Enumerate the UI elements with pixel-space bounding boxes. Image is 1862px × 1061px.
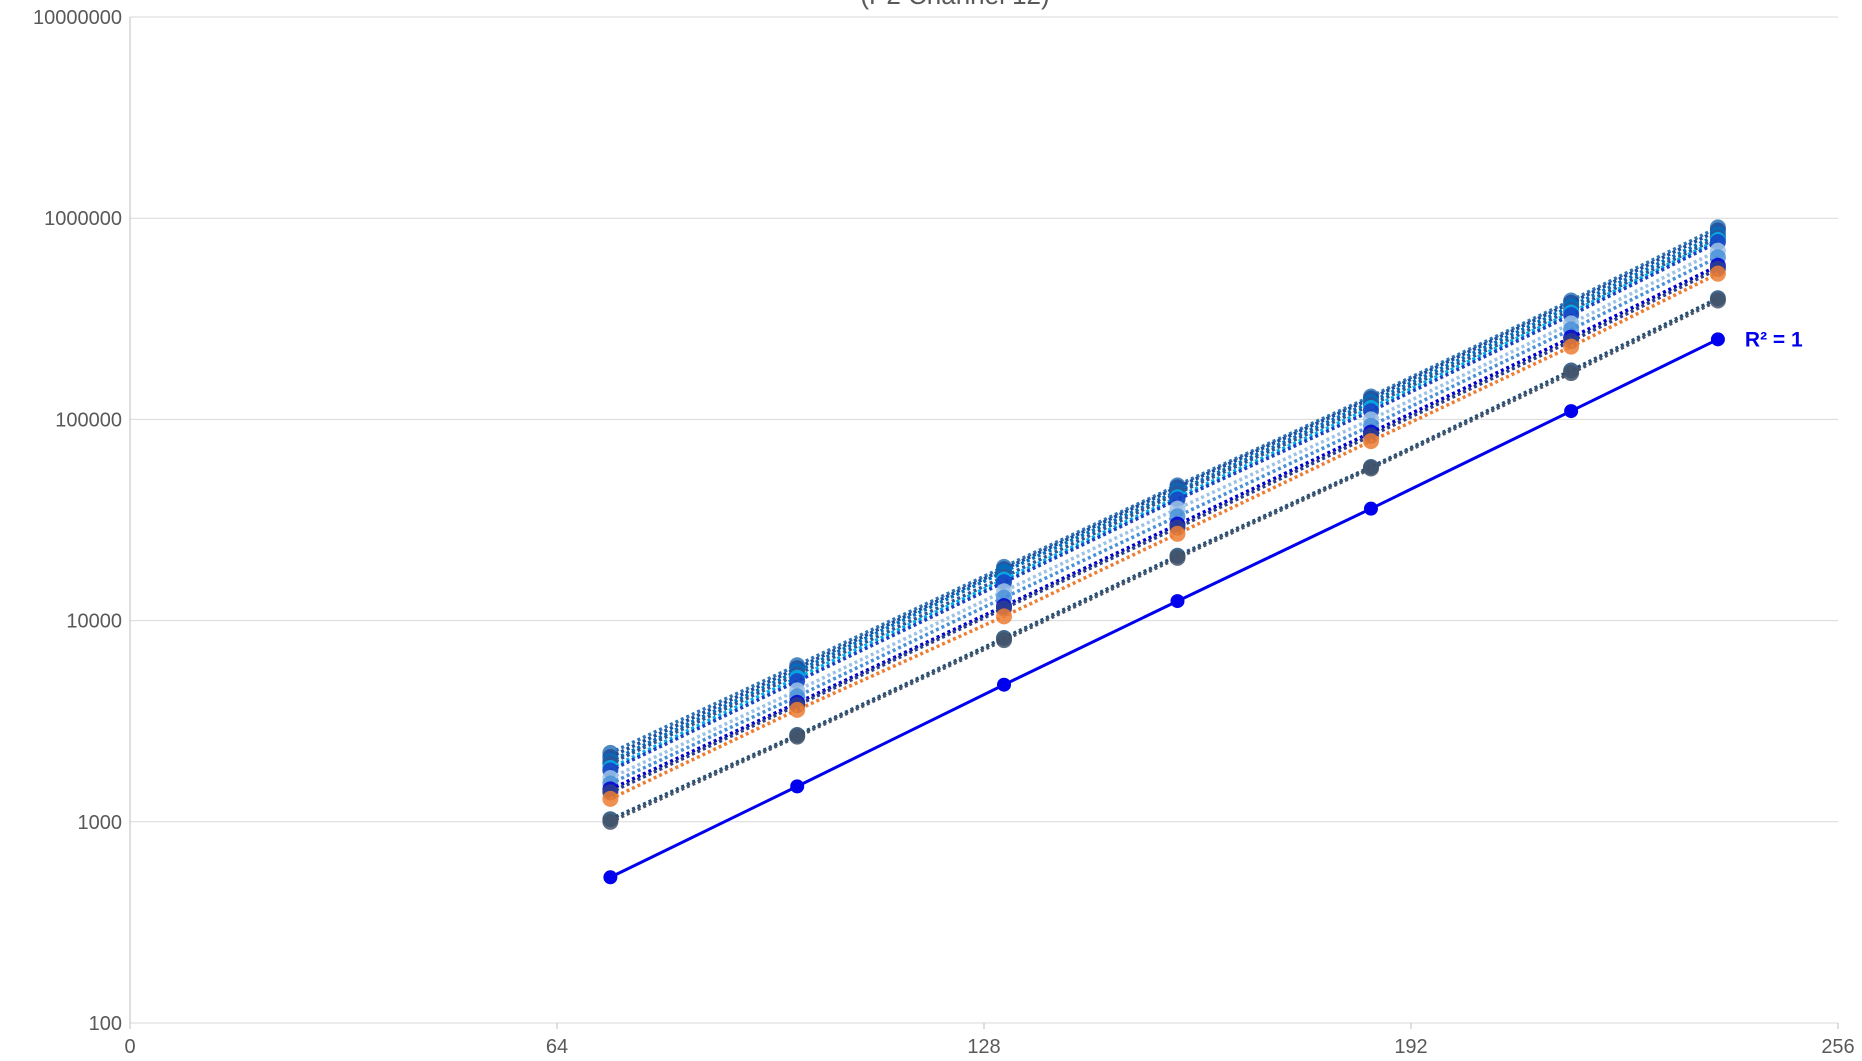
- series-10: [602, 260, 1726, 801]
- gridlines: [130, 16, 1838, 1024]
- data-point: [996, 608, 1013, 625]
- data-point: [602, 813, 619, 830]
- y-tick-label: 1000: [78, 812, 123, 834]
- data-point: [790, 779, 805, 794]
- trendline: [609, 255, 1719, 786]
- x-tick-label: 192: [1394, 1036, 1427, 1058]
- data-point: [1710, 332, 1725, 347]
- data-point: [1563, 338, 1580, 355]
- data-point: [1709, 265, 1726, 282]
- trendline: [609, 272, 1719, 801]
- x-tick-label: 64: [546, 1036, 568, 1058]
- data-point: [602, 790, 619, 807]
- data-point: [1564, 404, 1579, 419]
- data-point: [1170, 594, 1185, 609]
- y-tick-label: 100000: [55, 409, 122, 431]
- series-0: [603, 332, 1725, 885]
- trendline: [609, 225, 1719, 755]
- x-tick-label: 256: [1821, 1036, 1854, 1058]
- chart-title: (P2 Channel 12): [860, 0, 1049, 10]
- y-tick-label: 1000000: [44, 208, 122, 230]
- x-tick-label: 0: [124, 1036, 135, 1058]
- data-point: [1169, 525, 1186, 542]
- annotations: R² = 1: [1745, 328, 1803, 351]
- data-point: [996, 632, 1013, 649]
- y-tick-label: 10000: [66, 611, 122, 633]
- data-point: [997, 677, 1012, 692]
- data-point: [1709, 292, 1726, 309]
- trendline: [609, 264, 1719, 791]
- series-11: [602, 265, 1726, 807]
- data-point: [1363, 501, 1378, 516]
- series-6: [602, 234, 1726, 779]
- series-layer: [602, 219, 1726, 885]
- series-8: [602, 249, 1726, 792]
- trendline: [609, 296, 1719, 821]
- series-12: [602, 290, 1726, 828]
- data-point: [603, 870, 618, 885]
- data-point: [789, 701, 806, 718]
- r-squared-label: R² = 1: [1745, 328, 1803, 351]
- series-13: [602, 292, 1726, 830]
- trendline: [609, 240, 1719, 773]
- data-point: [1563, 365, 1580, 382]
- axes: 100 1000 10000 100000 1000000 10000000 0 64 128 1…: [33, 7, 1855, 1058]
- data-point: [1169, 549, 1186, 566]
- x-tick-label: 128: [967, 1036, 1000, 1058]
- series-7: [602, 242, 1726, 787]
- series-2: [602, 222, 1726, 765]
- trendline: [609, 249, 1719, 780]
- y-tick-label: 100: [89, 1013, 122, 1035]
- trendline: [609, 236, 1719, 766]
- y-tick-label: 10000000: [33, 7, 122, 29]
- series-9: [602, 257, 1726, 798]
- series-1: [602, 219, 1726, 761]
- data-point: [1362, 433, 1379, 450]
- data-point: [1362, 460, 1379, 477]
- series-line: [609, 337, 1719, 879]
- data-point: [789, 728, 806, 745]
